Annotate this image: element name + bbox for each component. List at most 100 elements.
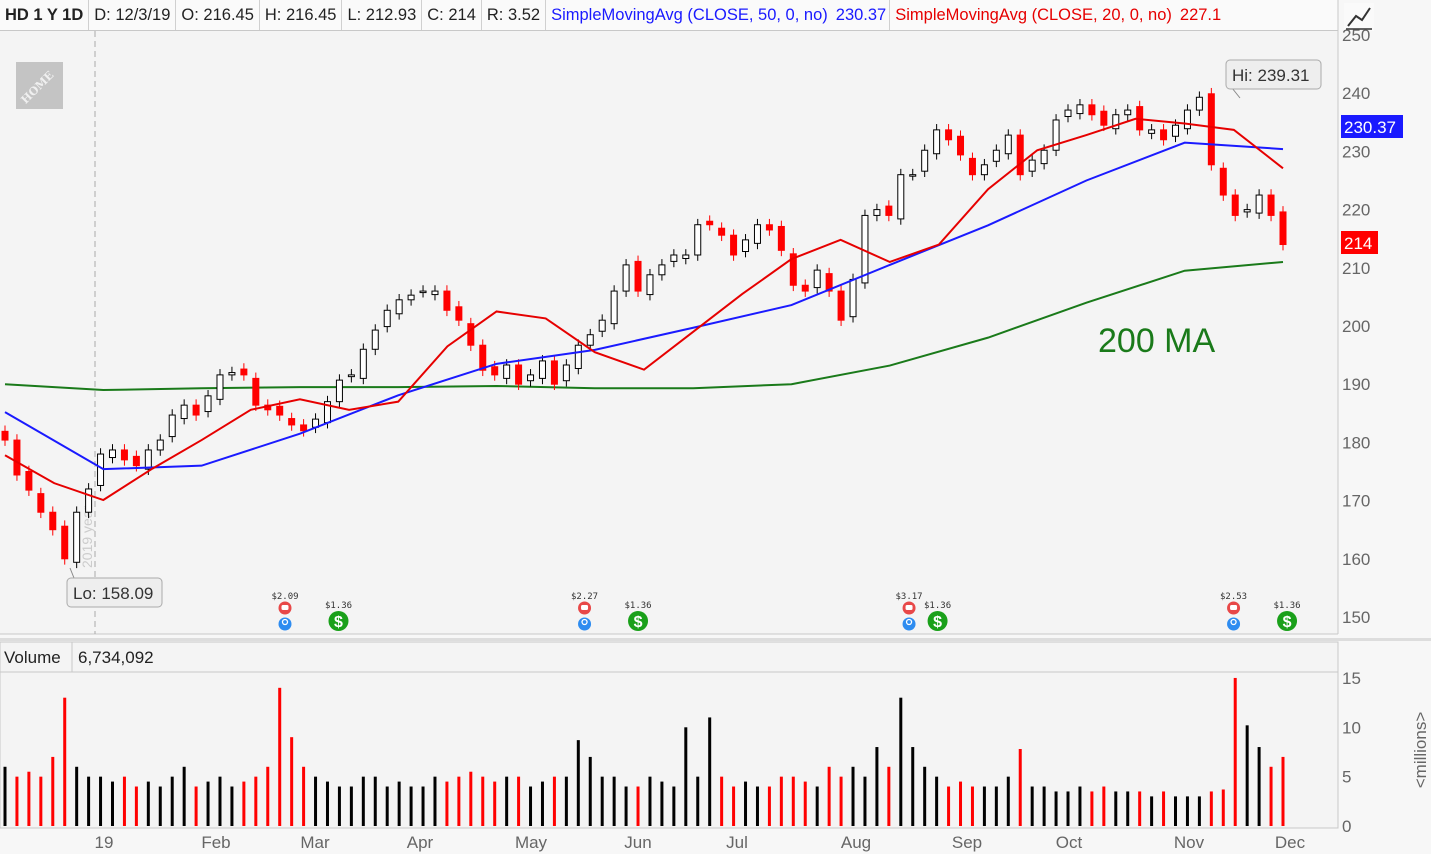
candle[interactable] bbox=[777, 220, 785, 257]
candle[interactable] bbox=[37, 487, 45, 519]
pane-splitter[interactable] bbox=[0, 638, 1431, 641]
candle[interactable] bbox=[1148, 124, 1156, 140]
candle[interactable] bbox=[933, 124, 941, 160]
candle[interactable] bbox=[610, 285, 618, 330]
sma50-label[interactable]: SimpleMovingAvg (CLOSE, 50, 0, no) bbox=[551, 6, 828, 24]
candle[interactable] bbox=[371, 324, 379, 356]
volume-pane[interactable] bbox=[0, 641, 1339, 829]
candle[interactable] bbox=[1183, 104, 1191, 135]
candle[interactable] bbox=[1028, 154, 1036, 178]
candle[interactable] bbox=[479, 339, 487, 377]
dividend-event[interactable]: $1.36 $ bbox=[1273, 601, 1301, 631]
candle[interactable] bbox=[980, 158, 988, 181]
candle[interactable] bbox=[407, 289, 415, 306]
candle[interactable] bbox=[921, 144, 929, 178]
dividend-event[interactable]: $1.36 $ bbox=[924, 601, 951, 631]
candle[interactable] bbox=[1243, 203, 1251, 218]
candle[interactable] bbox=[968, 152, 976, 181]
candle[interactable] bbox=[192, 399, 200, 421]
candle[interactable] bbox=[1052, 114, 1060, 157]
candle[interactable] bbox=[288, 412, 296, 431]
candle[interactable] bbox=[825, 267, 833, 297]
candle[interactable] bbox=[670, 249, 678, 268]
candle[interactable] bbox=[1255, 189, 1263, 219]
candle[interactable] bbox=[61, 520, 69, 565]
candle[interactable] bbox=[1279, 206, 1287, 251]
candle[interactable] bbox=[1, 425, 9, 446]
candle[interactable] bbox=[562, 359, 570, 387]
earnings-event[interactable]: $2.53 bbox=[1220, 592, 1247, 631]
candle[interactable] bbox=[108, 444, 116, 464]
candle[interactable] bbox=[885, 200, 893, 222]
candle[interactable] bbox=[144, 444, 152, 475]
candle[interactable] bbox=[682, 249, 690, 265]
sma20-label[interactable]: SimpleMovingAvg (CLOSE, 20, 0, no) bbox=[895, 6, 1172, 24]
symbol-label[interactable]: HD 1 Y 1D bbox=[0, 0, 90, 30]
candle[interactable] bbox=[383, 304, 391, 333]
candle[interactable] bbox=[765, 218, 773, 236]
candle[interactable] bbox=[419, 285, 427, 298]
candle[interactable] bbox=[359, 343, 367, 385]
candle[interactable] bbox=[455, 300, 463, 326]
candle[interactable] bbox=[252, 372, 260, 411]
earnings-event[interactable]: $2.09 bbox=[271, 592, 299, 631]
candle[interactable] bbox=[742, 234, 750, 258]
candle[interactable] bbox=[515, 359, 523, 391]
candle[interactable] bbox=[706, 215, 714, 231]
candle[interactable] bbox=[658, 259, 666, 281]
chart-style-icon[interactable] bbox=[1344, 3, 1374, 31]
candle[interactable] bbox=[753, 218, 761, 250]
earnings-event[interactable]: $2.27 bbox=[571, 592, 598, 631]
candle[interactable] bbox=[873, 203, 881, 222]
candle[interactable] bbox=[622, 259, 630, 297]
candle[interactable] bbox=[335, 374, 343, 408]
candle[interactable] bbox=[240, 363, 248, 381]
candle[interactable] bbox=[467, 317, 475, 352]
candle[interactable] bbox=[730, 229, 738, 261]
candle[interactable] bbox=[694, 218, 702, 261]
candle[interactable] bbox=[1219, 162, 1227, 201]
candle[interactable] bbox=[1112, 108, 1120, 135]
candle[interactable] bbox=[1231, 189, 1239, 222]
candle[interactable] bbox=[13, 434, 21, 481]
candle[interactable] bbox=[897, 168, 905, 225]
candle[interactable] bbox=[1207, 87, 1215, 171]
candle[interactable] bbox=[527, 369, 535, 387]
candle[interactable] bbox=[1267, 189, 1275, 222]
candle[interactable] bbox=[1195, 91, 1203, 116]
candle[interactable] bbox=[1076, 99, 1084, 120]
candle[interactable] bbox=[85, 483, 93, 519]
candle[interactable] bbox=[431, 285, 439, 301]
dividend-event[interactable]: $1.36 $ bbox=[325, 601, 352, 631]
candle[interactable] bbox=[801, 279, 809, 297]
candle[interactable] bbox=[574, 339, 582, 375]
candle[interactable] bbox=[156, 434, 164, 456]
candle[interactable] bbox=[1004, 129, 1012, 160]
candle[interactable] bbox=[347, 369, 355, 383]
candle[interactable] bbox=[813, 264, 821, 294]
candle[interactable] bbox=[49, 506, 57, 536]
candle[interactable] bbox=[204, 390, 212, 418]
earnings-event[interactable]: $3.17 bbox=[896, 592, 923, 631]
candle[interactable] bbox=[168, 409, 176, 443]
candle[interactable] bbox=[586, 328, 594, 352]
candle[interactable] bbox=[395, 293, 403, 320]
candle[interactable] bbox=[634, 255, 642, 297]
candle[interactable] bbox=[1088, 99, 1096, 121]
candle[interactable] bbox=[1016, 129, 1024, 181]
candle[interactable] bbox=[945, 124, 953, 146]
candle[interactable] bbox=[1124, 104, 1132, 121]
candle[interactable] bbox=[25, 465, 33, 496]
candle[interactable] bbox=[1100, 105, 1108, 132]
candle[interactable] bbox=[1160, 124, 1168, 146]
candle[interactable] bbox=[1064, 104, 1072, 123]
candle[interactable] bbox=[228, 366, 236, 381]
candle[interactable] bbox=[598, 314, 606, 338]
candle[interactable] bbox=[789, 248, 797, 292]
candle[interactable] bbox=[550, 355, 558, 391]
candle[interactable] bbox=[216, 369, 224, 406]
candle[interactable] bbox=[180, 399, 188, 425]
candle[interactable] bbox=[120, 444, 128, 466]
candle[interactable] bbox=[538, 355, 546, 385]
